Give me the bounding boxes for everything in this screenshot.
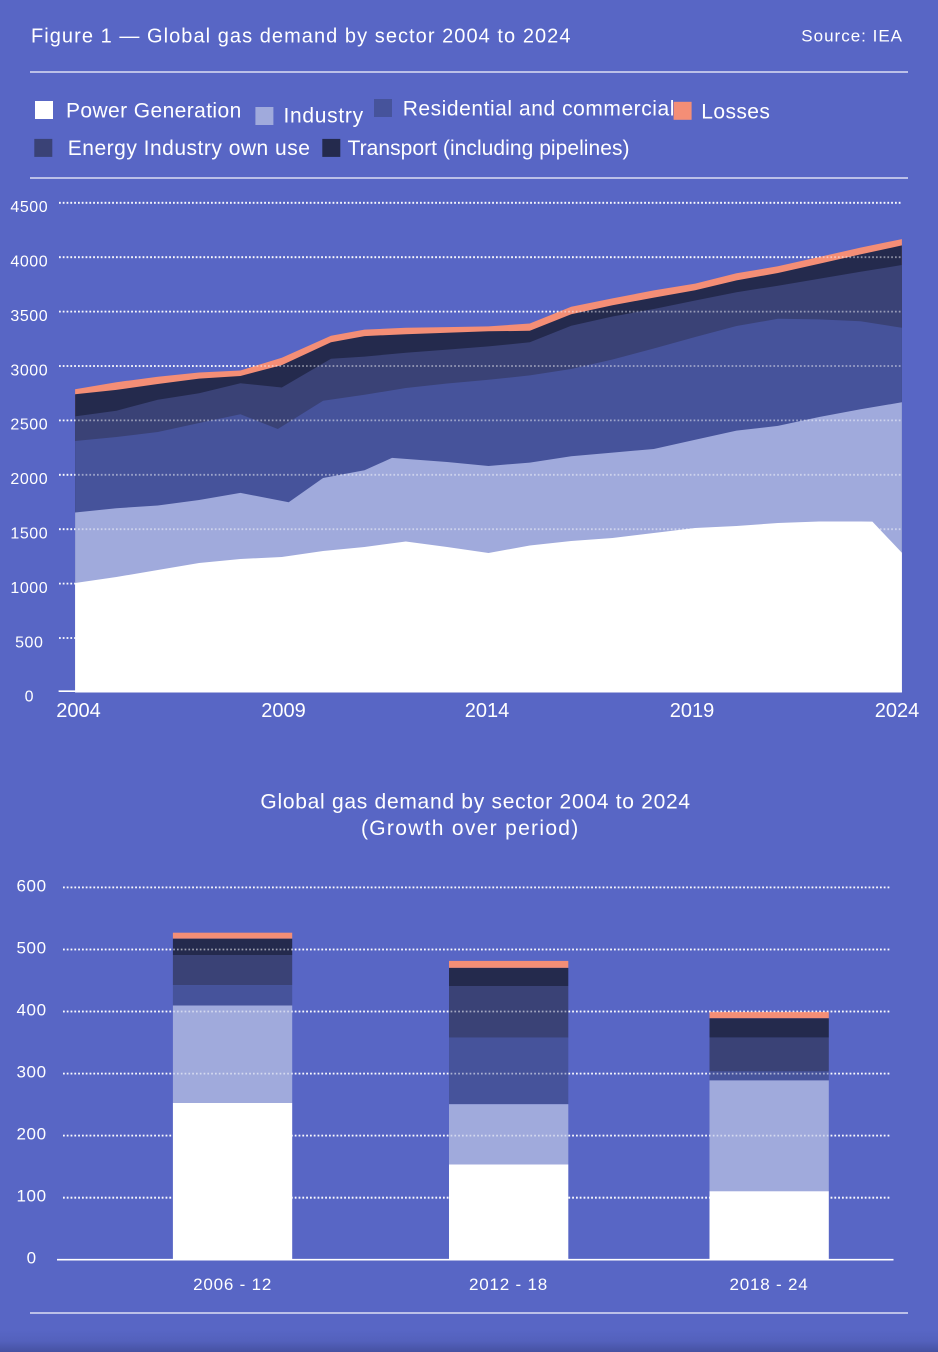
svg-text:4500: 4500 — [10, 199, 48, 216]
svg-text:(Growth over period): (Growth over period) — [361, 817, 580, 840]
svg-text:0: 0 — [25, 689, 34, 706]
svg-text:500: 500 — [15, 634, 43, 651]
svg-text:2006 - 12: 2006 - 12 — [193, 1275, 272, 1294]
svg-text:500: 500 — [17, 938, 47, 957]
svg-text:2024: 2024 — [875, 700, 920, 722]
svg-text:4000: 4000 — [10, 254, 48, 271]
svg-text:1500: 1500 — [10, 526, 48, 543]
svg-text:300: 300 — [17, 1063, 47, 1082]
svg-text:Energy Industry own use: Energy Industry own use — [68, 137, 311, 160]
svg-text:Transport (including pipelines: Transport (including pipelines) — [348, 137, 630, 160]
svg-text:2009: 2009 — [261, 700, 306, 722]
svg-text:3500: 3500 — [10, 308, 48, 325]
svg-text:400: 400 — [17, 1001, 47, 1020]
svg-text:2000: 2000 — [10, 471, 48, 488]
svg-text:Residential and commercial: Residential and commercial — [403, 98, 675, 121]
svg-text:100: 100 — [17, 1187, 47, 1206]
svg-text:2012 - 18: 2012 - 18 — [469, 1275, 548, 1294]
svg-text:3000: 3000 — [10, 362, 48, 379]
svg-text:2500: 2500 — [10, 417, 48, 434]
svg-text:2014: 2014 — [465, 700, 510, 722]
svg-text:0: 0 — [27, 1249, 37, 1268]
svg-text:2018 - 24: 2018 - 24 — [729, 1275, 808, 1294]
svg-text:Global gas demand by sector 20: Global gas demand by sector 2004 to 2024 — [260, 791, 690, 814]
svg-text:Power Generation: Power Generation — [66, 100, 242, 123]
svg-text:Source: IEA: Source: IEA — [801, 26, 903, 45]
svg-text:600: 600 — [17, 876, 47, 895]
svg-text:1000: 1000 — [10, 580, 48, 597]
svg-text:Figure 1 — Global gas demand b: Figure 1 — Global gas demand by sector 2… — [31, 26, 572, 48]
svg-text:200: 200 — [17, 1125, 47, 1144]
svg-text:2019: 2019 — [670, 700, 715, 722]
svg-text:Industry: Industry — [284, 105, 364, 128]
svg-text:2004: 2004 — [56, 700, 101, 722]
svg-text:Losses: Losses — [701, 100, 770, 123]
